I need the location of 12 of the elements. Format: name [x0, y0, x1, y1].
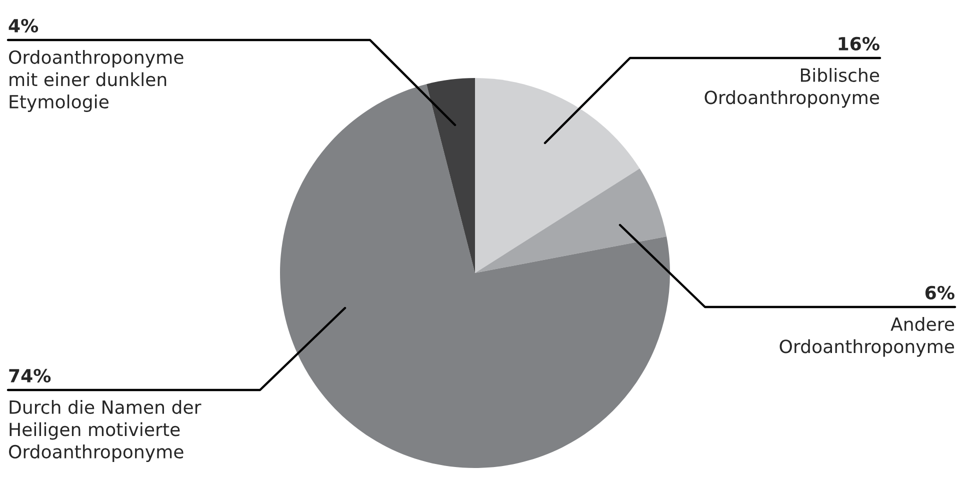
data-label: 4%	[8, 18, 38, 32]
slice-label: Andere Ordoanthroponyme	[780, 317, 954, 357]
data-label: 6%	[925, 286, 954, 300]
pie-slice	[280, 84, 670, 468]
pie-slice	[426, 78, 475, 273]
slice-label: Durch die Namen der Heiligen motivierte Ordoanthroponyme	[9, 400, 202, 462]
slice-label: Ordoanthroponyme mit einer dunklen Etymologie	[9, 50, 184, 112]
data-label: 74%	[9, 368, 51, 382]
slice-label: Biblische Ordoanthroponyme	[704, 68, 880, 108]
pie-slice	[475, 168, 667, 273]
data-label: 16%	[838, 36, 880, 50]
pie-slice	[475, 78, 640, 273]
